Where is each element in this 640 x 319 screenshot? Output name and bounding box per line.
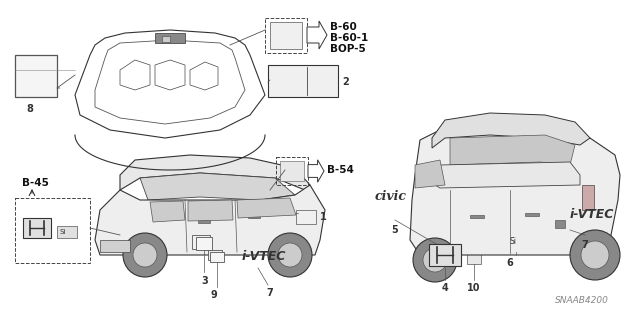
Text: 3: 3 [202,276,209,286]
Text: i-VTEC: i-VTEC [242,250,286,263]
Bar [208,250,222,260]
Bar [198,220,210,223]
Text: 4: 4 [442,283,449,293]
Bar [296,210,316,224]
Bar [470,215,484,218]
Bar [276,157,308,185]
Bar [196,237,212,250]
Text: 10: 10 [467,283,481,293]
Circle shape [133,243,157,267]
Text: B-54: B-54 [327,165,354,175]
Bar [505,235,527,249]
Bar [248,215,260,218]
Bar [57,226,77,238]
Text: 9: 9 [211,290,218,300]
Circle shape [423,248,447,272]
Polygon shape [430,162,580,188]
Polygon shape [150,201,185,222]
Bar [210,252,224,262]
Text: 5: 5 [392,225,398,235]
Bar [15,55,57,97]
Polygon shape [95,185,325,255]
Polygon shape [237,198,296,218]
Polygon shape [120,155,310,190]
Polygon shape [415,160,445,188]
Bar [192,235,210,249]
Text: 6: 6 [507,258,513,268]
Bar [555,220,565,228]
Text: B-60: B-60 [330,22,356,32]
Text: civic: civic [375,190,407,203]
Bar [268,65,338,97]
Polygon shape [140,173,295,200]
Circle shape [413,238,457,282]
Polygon shape [188,200,233,221]
Bar [162,36,170,42]
Polygon shape [308,160,324,182]
Bar [23,218,51,238]
Bar [280,161,304,181]
Circle shape [268,233,312,277]
Text: B-45: B-45 [22,178,49,188]
Text: 1: 1 [320,212,327,222]
Text: B-60-1: B-60-1 [330,33,368,43]
Text: 8: 8 [27,104,33,114]
Bar [265,18,307,53]
Bar [270,22,302,49]
Polygon shape [450,135,575,165]
Polygon shape [410,128,620,255]
Circle shape [123,233,167,277]
Text: Si: Si [510,238,517,247]
Text: BOP-5: BOP-5 [330,44,365,54]
Polygon shape [432,113,590,148]
Text: 2: 2 [342,77,349,87]
Circle shape [581,241,609,269]
Text: i-VTEC: i-VTEC [570,208,614,221]
Bar [429,244,461,266]
Bar [525,213,539,216]
Text: Si: Si [60,229,67,235]
Polygon shape [307,21,327,49]
Text: 7: 7 [582,240,588,250]
Bar [467,250,481,264]
Bar [582,185,594,210]
Text: SNAAB4200: SNAAB4200 [555,296,609,305]
Bar [15,198,90,263]
Circle shape [570,230,620,280]
Circle shape [278,243,302,267]
Text: 7: 7 [267,288,273,298]
Bar [155,33,185,43]
Bar [100,240,130,252]
